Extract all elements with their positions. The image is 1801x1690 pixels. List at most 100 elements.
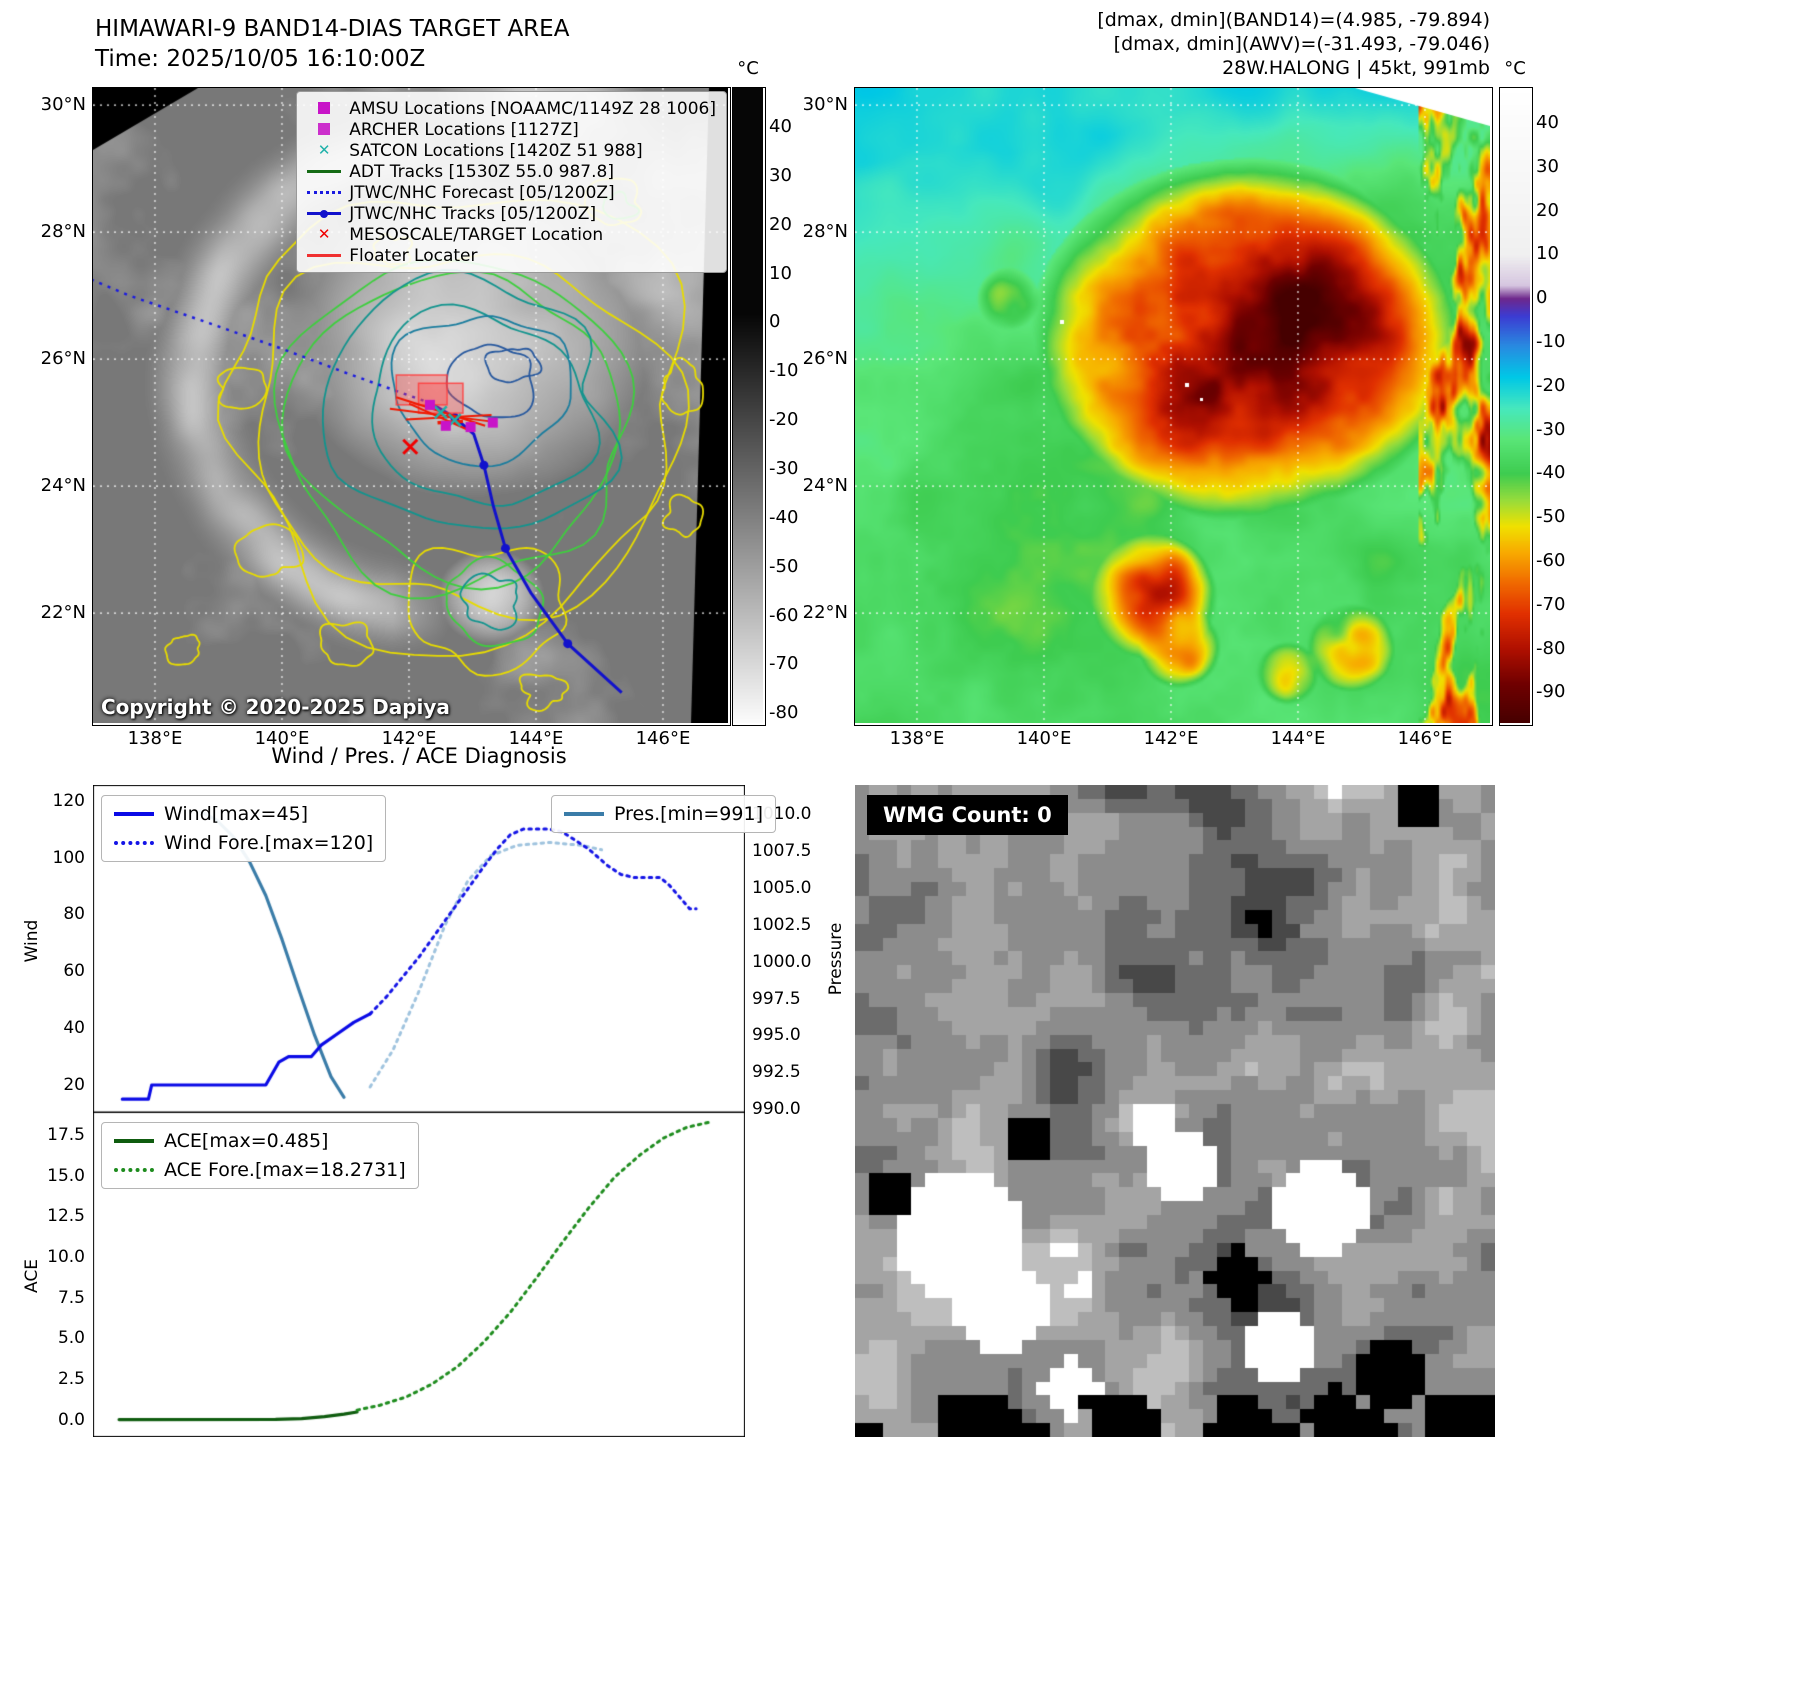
band14-colorbar-tick: -30 (769, 458, 799, 479)
legend-item: JTWC/NHC Tracks [05/1200Z] (307, 203, 716, 224)
awv-map (854, 87, 1493, 726)
dotted-line-swatch-icon (307, 191, 342, 194)
wind-legend-label: Wind[max=45] (164, 803, 309, 825)
awv-lat-tick: 28°N (802, 221, 848, 243)
awv-colorbar-tick: 10 (1536, 243, 1559, 265)
legend-item: ✕ MESOSCALE/TARGET Location (307, 224, 716, 245)
ace-axis-tick: 0.0 (57, 1409, 85, 1430)
copyright-label: Copyright © 2020-2025 Dapiya (101, 695, 450, 719)
awv-colorbar-tick: -30 (1536, 418, 1566, 440)
band14-colorbar-tick: -40 (769, 506, 799, 528)
band14-lat-tick: 30°N (40, 94, 86, 116)
band14-lon-tick: 146°E (635, 728, 691, 749)
ace-forecast-line-swatch-icon (114, 1163, 154, 1177)
x-marker-icon: ✕ (317, 141, 331, 159)
storm-status-line: 28W.HALONG | 45kt, 991mb (1222, 57, 1490, 79)
pressure-legend-label: Pres.[min=991] (614, 803, 763, 825)
band14-colorbar-tick: -10 (769, 360, 799, 382)
band14-colorbar-tick: -20 (769, 409, 799, 431)
awv-colorbar-unit: °C (1504, 58, 1526, 79)
awv-colorbar-tick: -40 (1536, 462, 1566, 484)
wind-pressure-ace-chart (93, 785, 745, 1437)
awv-colorbar-tick: 30 (1536, 155, 1559, 177)
legend-label: JTWC/NHC Tracks [05/1200Z] (349, 203, 597, 224)
line-dot-swatch-icon (307, 209, 342, 218)
legend-swatch (307, 164, 342, 179)
legend-label: ADT Tracks [1530Z 55.0 987.8] (349, 161, 614, 182)
awv-lat-tick: 30°N (802, 94, 848, 116)
awv-lon-tick: 144°E (1270, 728, 1326, 749)
ace-axis-tick: 2.5 (57, 1369, 85, 1390)
line-swatch-icon (307, 170, 342, 173)
wind-forecast-legend-row: Wind Fore.[max=120] (114, 832, 373, 854)
ace-axis-tick: 5.0 (57, 1328, 85, 1349)
band14-colorbar-tick: -60 (769, 604, 799, 626)
pressure-axis-tick: 1002.5 (752, 914, 812, 935)
awv-lon-tick: 146°E (1397, 728, 1453, 749)
legend-label: AMSU Locations [NOAAMC/1149Z 28 1006] (349, 98, 716, 119)
band14-map: AMSU Locations [NOAAMC/1149Z 28 1006] ARC… (92, 87, 731, 726)
legend-swatch (307, 206, 342, 221)
band14-lon-tick: 144°E (508, 728, 564, 749)
awv-lon-tick: 138°E (889, 728, 945, 749)
awv-colorbar-tick: -20 (1536, 374, 1566, 396)
band14-colorbar-tick: 30 (769, 164, 792, 186)
band14-time: Time: 2025/10/05 16:10:00Z (95, 46, 426, 72)
ace-legend: ACE[max=0.485] ACE Fore.[max=18.2731] (101, 1122, 419, 1189)
band14-colorbar-tick: -50 (769, 555, 799, 577)
awv-lat-tick: 26°N (802, 348, 848, 370)
legend-label: ARCHER Locations [1127Z] (349, 119, 579, 140)
wind-forecast-legend-label: Wind Fore.[max=120] (164, 832, 374, 854)
ace-axis-tick: 7.5 (57, 1287, 85, 1308)
pressure-legend-row: Pres.[min=991] (564, 803, 763, 825)
square-marker-icon (318, 123, 331, 135)
band14-colorbar-tick: -70 (769, 653, 799, 675)
awv-colorbar-tick: 20 (1536, 199, 1559, 221)
dot-icon (320, 209, 329, 218)
band14-lat-tick: 28°N (40, 221, 86, 243)
ace-axis-tick: 15.0 (47, 1165, 85, 1186)
legend-item: ADT Tracks [1530Z 55.0 987.8] (307, 161, 716, 182)
band14-colorbar-tick: 10 (769, 262, 792, 284)
band14-colorbar-tick: 40 (769, 116, 792, 138)
wmg-panel: WMG Count: 0 (855, 785, 1495, 1437)
awv-lon-tick: 142°E (1143, 728, 1199, 749)
band14-legend: AMSU Locations [NOAAMC/1149Z 28 1006] ARC… (296, 91, 727, 273)
legend-label: MESOSCALE/TARGET Location (349, 224, 604, 245)
band14-lon-tick: 138°E (127, 728, 183, 749)
pressure-axis-tick: 995.0 (752, 1025, 801, 1046)
legend-label: SATCON Locations [1420Z 51 988] (349, 140, 643, 161)
line-swatch-icon (307, 254, 342, 257)
band14-lat-tick: 24°N (40, 475, 86, 497)
awv-colorbar-tick: -70 (1536, 593, 1566, 615)
pressure-axis-tick: 992.5 (752, 1062, 801, 1083)
legend-label: Floater Locater (349, 245, 478, 266)
legend-swatch (307, 101, 341, 116)
awv-colorbar-tick: -60 (1536, 549, 1566, 571)
square-marker-icon (318, 102, 331, 114)
band14-lon-tick: 142°E (381, 728, 437, 749)
ace-forecast-legend-row: ACE Fore.[max=18.2731] (114, 1159, 406, 1181)
pressure-axis-tick: 1005.0 (752, 878, 812, 899)
ace-axis-tick: 10.0 (47, 1246, 85, 1267)
pressure-line-swatch-icon (564, 807, 604, 821)
ace-axis-label: ACE (22, 1259, 42, 1293)
awv-colorbar-tick: 40 (1536, 112, 1559, 134)
awv-colorbar-tick: -90 (1536, 681, 1566, 703)
info-line-awv-range: [dmax, dmin](AWV)=(-31.493, -79.046) (1113, 33, 1490, 55)
awv-info-block: [dmax, dmin](BAND14)=(4.985, -79.894) [d… (1097, 8, 1490, 80)
ace-axis-tick: 12.5 (47, 1206, 85, 1227)
awv-colorbar-tick: -50 (1536, 506, 1566, 528)
legend-swatch (307, 122, 341, 137)
band14-title: HIMAWARI-9 BAND14-DIAS TARGET AREA (95, 16, 570, 42)
legend-swatch (307, 248, 342, 263)
ace-legend-row: ACE[max=0.485] (114, 1130, 406, 1152)
awv-colorbar-tick: -10 (1536, 331, 1566, 352)
ace-legend-label: ACE[max=0.485] (164, 1130, 329, 1152)
wind-line-swatch-icon (114, 807, 154, 821)
legend-label: JTWC/NHC Forecast [05/1200Z] (349, 182, 615, 203)
ace-line-swatch-icon (114, 1134, 154, 1148)
awv-lon-tick: 140°E (1016, 728, 1072, 749)
band14-lon-tick: 140°E (254, 728, 310, 749)
wmg-pixel-image (855, 785, 1495, 1437)
